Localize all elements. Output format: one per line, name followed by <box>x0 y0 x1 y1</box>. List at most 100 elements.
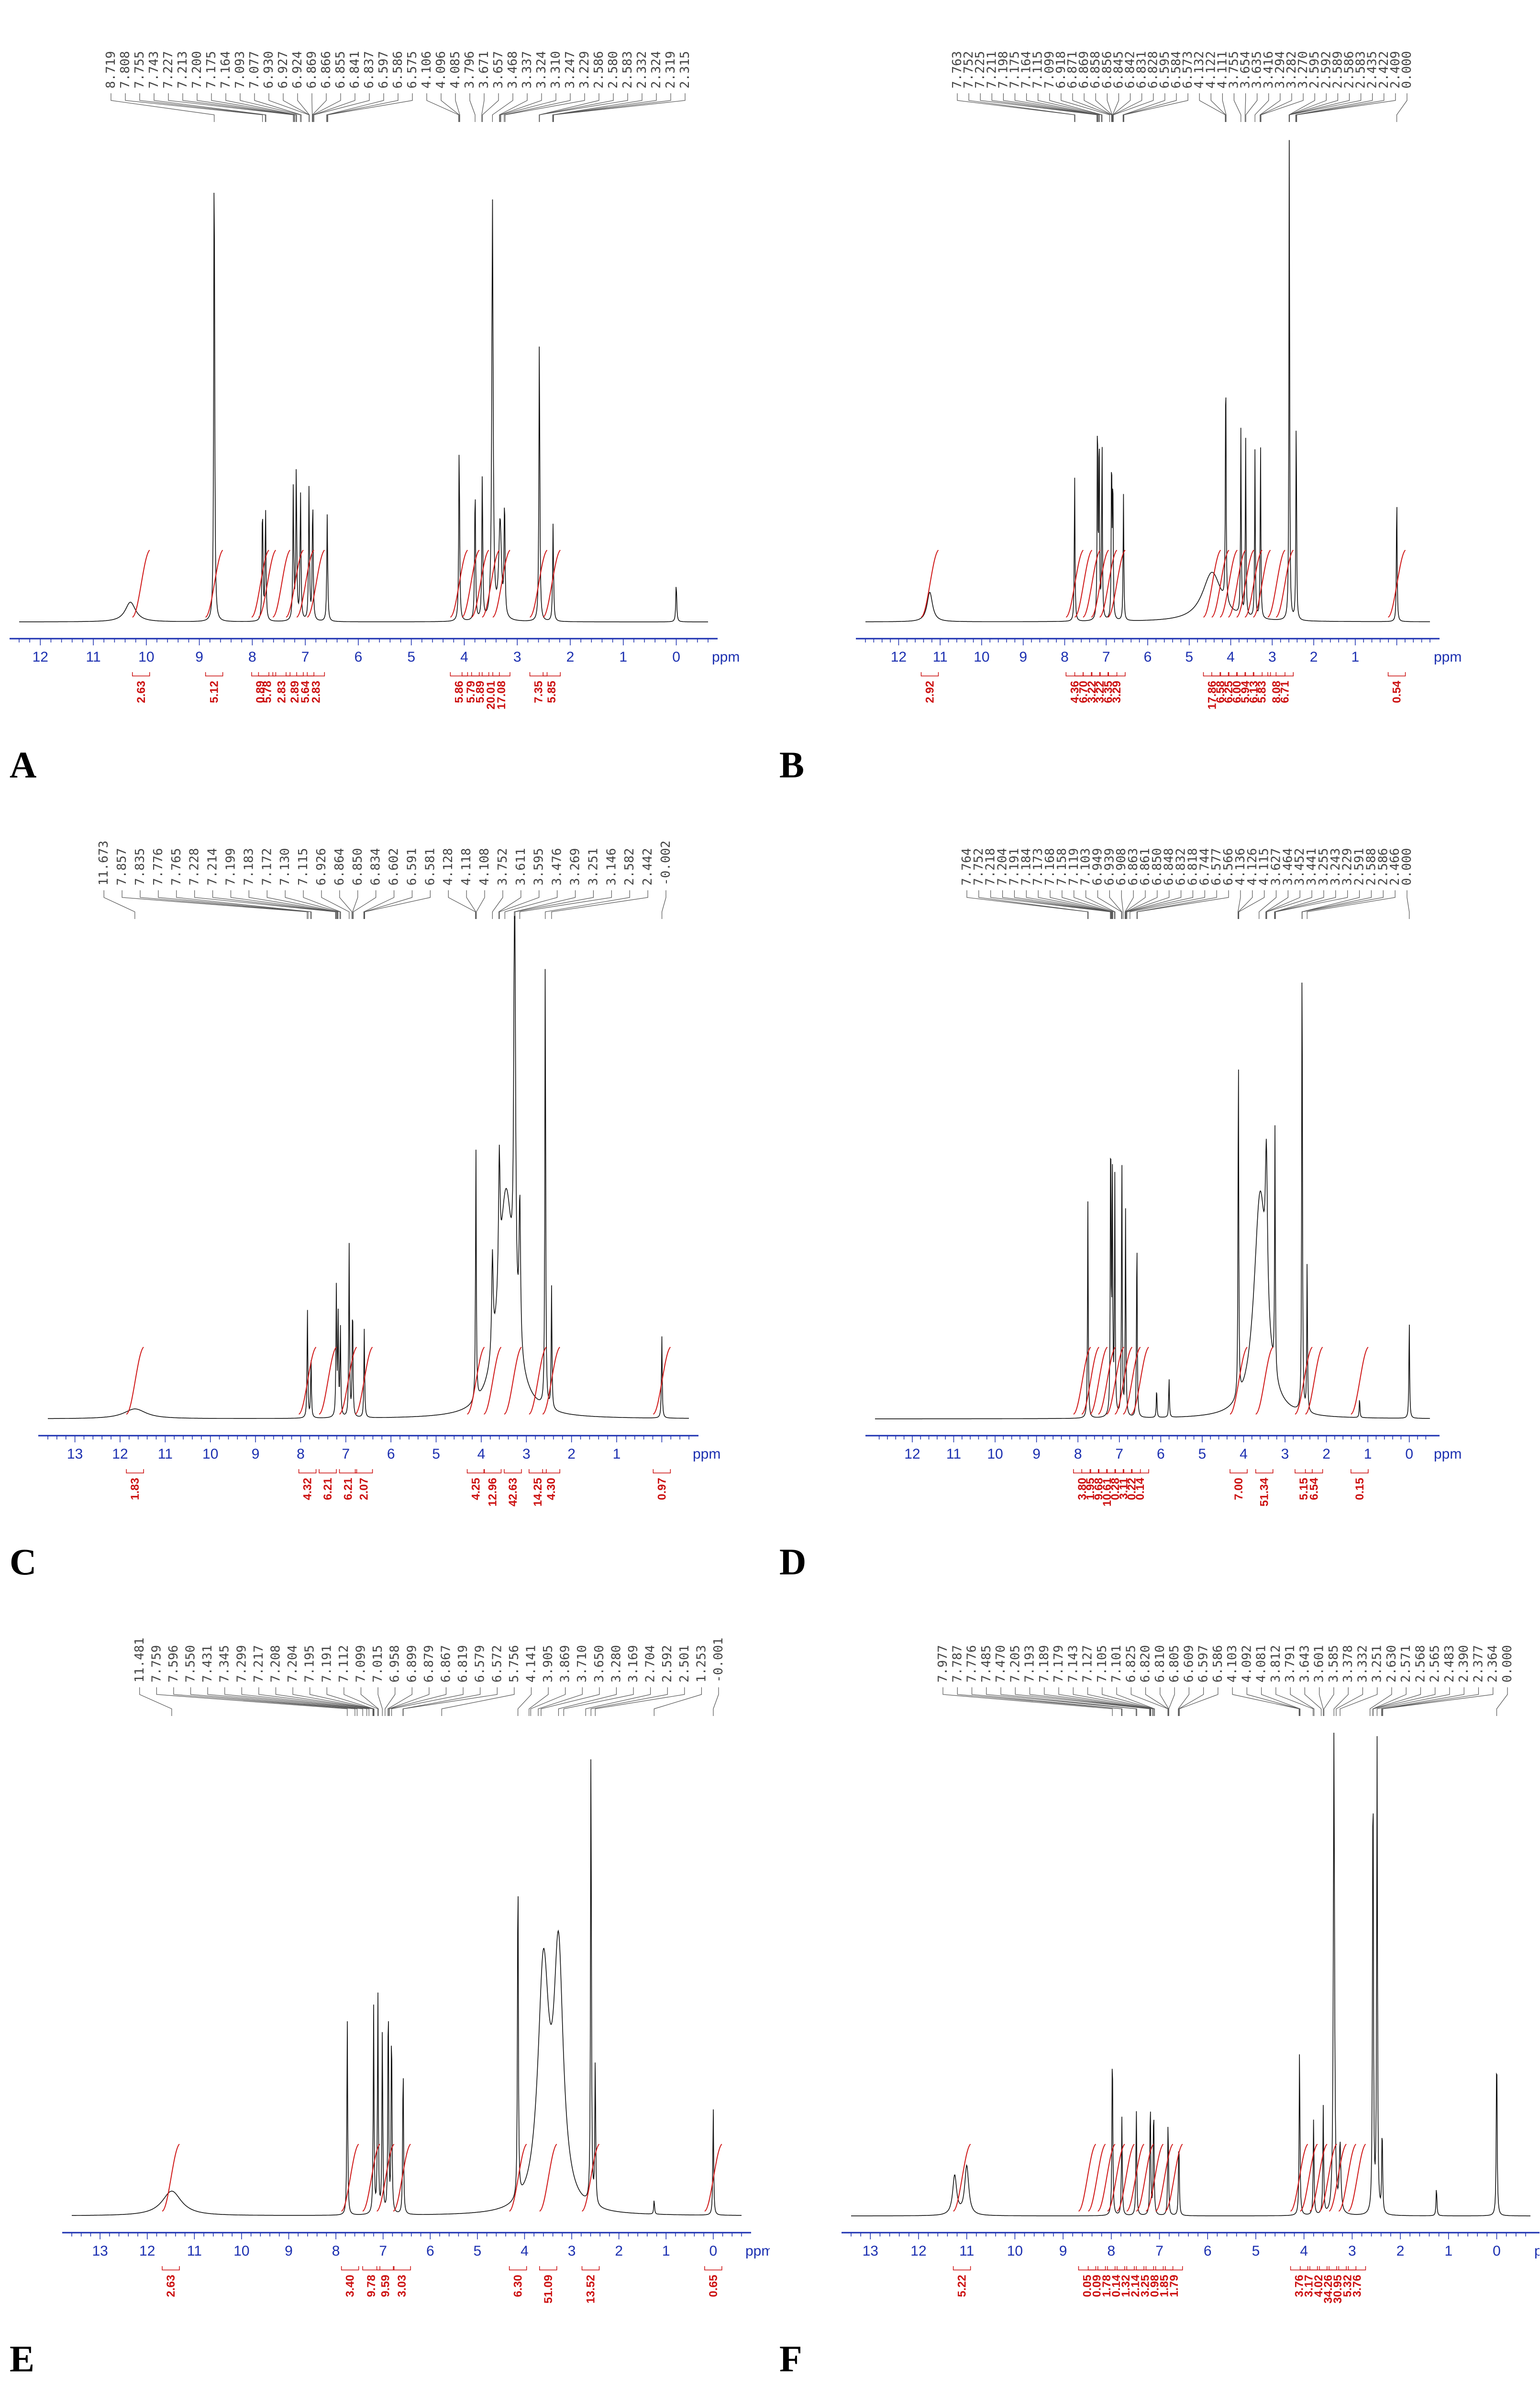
peak-connector <box>156 1687 348 1716</box>
peak-label: 7.213 <box>176 51 190 89</box>
peak-label: 4.108 <box>477 848 492 886</box>
peak-connector <box>1199 93 1226 122</box>
axis-unit: ppm <box>712 649 740 665</box>
peak-connector <box>343 1687 378 1716</box>
peak-connector <box>1238 890 1265 919</box>
peak-connector <box>139 1687 172 1716</box>
peak-label: 3.229 <box>577 51 592 89</box>
integral-value: 6.71 <box>1278 681 1291 703</box>
integral-curve <box>1267 550 1285 618</box>
peak-connector <box>654 1687 702 1716</box>
peak-connector <box>1302 890 1384 919</box>
peak-label: 6.586 <box>1211 1645 1225 1683</box>
integral-value: 5.89 <box>474 681 487 703</box>
peak-connector <box>499 93 542 122</box>
peak-label: 6.899 <box>405 1645 419 1683</box>
integral-curve <box>504 1347 522 1415</box>
integral-curve <box>1252 550 1271 618</box>
integral-curve <box>1329 2144 1347 2212</box>
tick-label: 5 <box>474 2243 482 2259</box>
integral-curve <box>1236 550 1254 618</box>
peak-label: 3.324 <box>534 51 549 89</box>
tick-label: 2 <box>1396 2243 1405 2259</box>
peak-label: 7.808 <box>118 51 133 89</box>
peak-connector <box>1381 1687 1464 1716</box>
peak-connector <box>1062 890 1113 919</box>
tick-label: 11 <box>187 2243 202 2259</box>
peak-connector <box>339 890 353 919</box>
integral-bracket <box>482 672 500 676</box>
peak-label: 7.345 <box>218 1645 232 1683</box>
tick-label: 8 <box>1074 1446 1082 1462</box>
peak-label: 6.850 <box>1150 848 1164 886</box>
peak-label: 2.595 <box>1307 51 1322 89</box>
integral-value: 0.09 <box>1091 2275 1104 2297</box>
integral-value: 2.14 <box>1129 2274 1142 2297</box>
integral-curve <box>286 550 304 618</box>
peak-label: 7.204 <box>996 848 1010 886</box>
peak-label: 2.580 <box>606 51 620 89</box>
integral-bracket <box>529 1469 547 1473</box>
peak-label: 7.208 <box>269 1645 283 1683</box>
peak-connector <box>1370 1687 1392 1716</box>
peak-connector <box>1323 1687 1334 1716</box>
tick-label: 3 <box>568 2243 576 2259</box>
peak-connector <box>957 93 1075 122</box>
integral-curve <box>1083 550 1101 618</box>
integral-bracket <box>362 2266 380 2270</box>
integral-curve <box>509 2144 527 2212</box>
peak-label: 7.184 <box>1019 848 1033 886</box>
peak-label: 7.119 <box>1067 848 1081 886</box>
peak-label: 4.111 <box>1215 51 1230 89</box>
integral-bracket <box>1329 2266 1347 2270</box>
peak-label: 7.105 <box>1095 1645 1109 1683</box>
peak-label: 0.000 <box>1400 51 1414 89</box>
peak-connector <box>499 93 528 122</box>
peak-label: -0.001 <box>711 1638 726 1683</box>
peak-connector <box>182 93 295 122</box>
integral-curve <box>953 2144 971 2212</box>
peak-label: 7.431 <box>200 1645 215 1683</box>
peak-connector <box>499 890 521 919</box>
peak-connector <box>1233 93 1241 122</box>
peak-label: 4.115 <box>1257 848 1272 886</box>
peak-connector <box>426 93 459 122</box>
peak-label: 6.842 <box>1123 51 1138 89</box>
integral-curve <box>1348 2144 1366 2212</box>
peak-label: 6.949 <box>1091 848 1105 886</box>
integral-curve <box>1078 2144 1097 2212</box>
integral-bracket <box>581 2266 600 2270</box>
integral-curve <box>1136 2144 1154 2212</box>
peak-connector <box>519 890 612 919</box>
integral-value: 6.54 <box>1308 1477 1321 1500</box>
peak-connector <box>1382 1687 1479 1716</box>
integral-bracket <box>1230 1469 1248 1473</box>
peak-label: 3.282 <box>1285 51 1299 89</box>
integral-value: 6.21 <box>321 1478 334 1500</box>
tick-label: 7 <box>1115 1446 1123 1462</box>
peak-connector <box>211 93 297 122</box>
peak-label: 4.126 <box>1245 848 1260 886</box>
peak-connector <box>1136 890 1217 919</box>
peak-label: 6.841 <box>348 51 362 89</box>
spectrum-trace <box>19 192 708 622</box>
integral-curve <box>1123 1347 1141 1415</box>
peak-label: 7.099 <box>1042 51 1057 89</box>
peak-connector <box>403 1687 498 1716</box>
tick-label: 3 <box>1281 1446 1289 1462</box>
tick-label: 13 <box>863 2243 878 2259</box>
peak-label: 4.118 <box>459 848 474 886</box>
integral-bracket <box>462 672 480 676</box>
peak-label: 6.584 <box>1169 51 1184 89</box>
peak-connector <box>1038 93 1102 122</box>
tick-label: 3 <box>1348 2243 1356 2259</box>
integral-value: 5.85 <box>545 681 558 703</box>
peak-connector <box>986 1687 1137 1716</box>
peak-connector <box>530 1687 566 1716</box>
integral-curve <box>1145 2144 1164 2212</box>
peak-label: 7.191 <box>1007 848 1021 886</box>
tick-label: 5 <box>1252 2243 1260 2259</box>
peak-connector <box>1112 93 1131 122</box>
integral-curve <box>1091 550 1109 618</box>
peak-connector <box>388 1687 430 1716</box>
